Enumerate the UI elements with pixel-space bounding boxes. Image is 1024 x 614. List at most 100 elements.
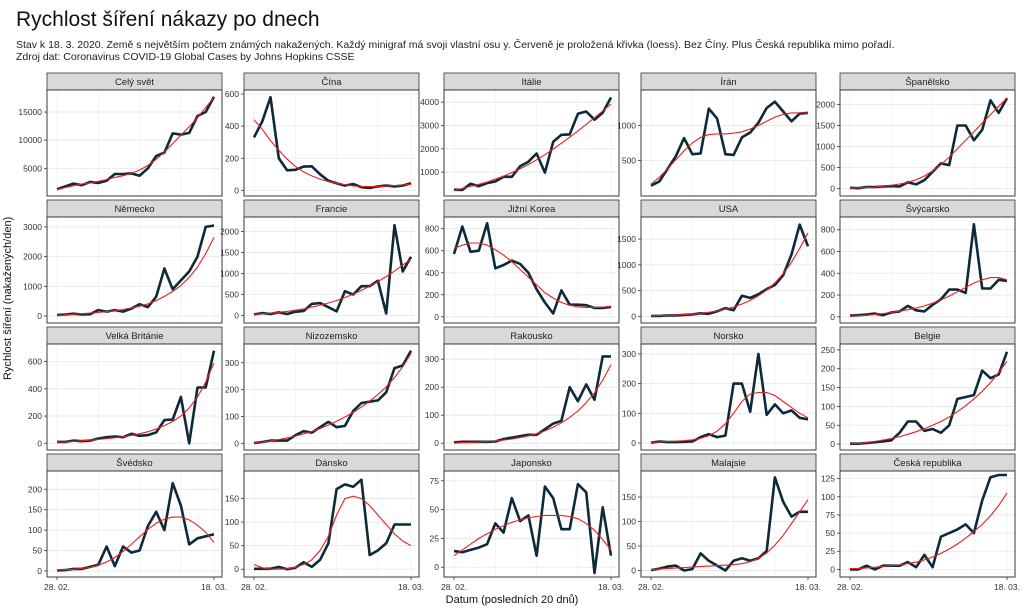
series-line [850, 351, 1009, 445]
y-tick-label: 1000 [617, 121, 636, 131]
y-tick-label: 2000 [220, 227, 239, 237]
y-tick-label: 100 [622, 517, 636, 527]
panel-border [839, 89, 1016, 197]
panel-border [46, 216, 223, 324]
panel-border [443, 89, 620, 197]
y-tick-label: 150 [821, 383, 835, 393]
y-tick-label: 0 [37, 438, 42, 448]
panel-title: Švédsko [116, 458, 152, 469]
y-tick-label: 200 [821, 290, 835, 300]
y-tick-label: 500 [225, 290, 239, 300]
panel: Česká republika 0 25 50 75 100 125 28. 02. 18. 0… [821, 453, 1020, 592]
series-line [453, 482, 613, 575]
y-tick-label: 0 [830, 564, 835, 574]
y-tick-label: 800 [821, 225, 835, 235]
y-tick-label: 600 [425, 246, 439, 256]
panel: Rakousko 0 100 200 300 [425, 326, 620, 451]
panel: USA 0 500 1000 1500 [617, 199, 817, 324]
x-tick-label: 28. 02. [241, 582, 267, 592]
panel-title: Malajsie [711, 458, 746, 469]
loess-curve [56, 362, 215, 443]
y-tick-label: 100 [821, 401, 835, 411]
loess-curve [849, 97, 1008, 189]
series-line [453, 96, 613, 192]
y-tick-label: 0 [234, 185, 239, 195]
y-tick-label: 1000 [617, 260, 636, 270]
panel-frame [443, 89, 620, 197]
x-tick-label: 28. 02. [638, 582, 664, 592]
y-tick-label: 15000 [18, 107, 42, 117]
y-tick-label: 0 [234, 438, 239, 448]
panel-title: Japonsko [511, 458, 552, 469]
panel-border [839, 470, 1016, 578]
panel: Švédsko 0 50 100 150 200 28. 02. 18. 03. [28, 453, 227, 592]
y-tick-label: 0 [434, 312, 439, 322]
chart-subtitle: Stav k 18. 3. 2020. Země s největším poč… [16, 39, 895, 51]
loess-curve [56, 237, 215, 316]
y-tick-label: 50 [826, 420, 836, 430]
y-tick-label: 1500 [617, 234, 636, 244]
y-tick-label: 125 [821, 474, 835, 484]
y-tick-label: 200 [425, 382, 439, 392]
panel-title: Dánsko [315, 458, 347, 469]
y-tick-label: 50 [33, 546, 43, 556]
y-tick-label: 100 [225, 517, 239, 527]
series-line [650, 352, 809, 444]
loess-curve [253, 258, 412, 315]
panel-frame [46, 216, 223, 324]
loess-curve [850, 492, 1008, 570]
x-tick-label: 18. 03. [795, 582, 821, 592]
panel-border [443, 216, 620, 324]
panel-border [640, 89, 817, 197]
chart-source: Zdroj dat: Coronavirus COVID-19 Global C… [16, 51, 355, 63]
panel: Itálie 1000 2000 3000 4000 [420, 72, 620, 197]
loess-curve [650, 391, 809, 443]
y-tick-label: 150 [28, 505, 42, 515]
y-tick-label: 1500 [816, 121, 835, 131]
y-tick-label: 250 [821, 345, 835, 355]
panel-title: Rakousko [510, 331, 552, 342]
panel: Dánsko 0 50 100 150 28. 02. 18. 03. [225, 453, 424, 592]
y-tick-label: 1000 [23, 281, 42, 291]
y-tick-label: 200 [821, 364, 835, 374]
panel-border [839, 216, 1016, 324]
series-line [56, 96, 216, 191]
y-tick-label: 400 [225, 121, 239, 131]
loess-curve [849, 360, 1008, 445]
panel: Belgie 0 50 100 150 200 250 [821, 326, 1016, 451]
y-tick-label: 600 [225, 89, 239, 99]
series-line [850, 473, 1007, 571]
panel-title: Německo [114, 204, 154, 215]
y-tick-label: 200 [622, 379, 636, 389]
x-axis-label: Datum (posledních 20 dnů) [445, 594, 579, 606]
y-tick-label: 1000 [816, 142, 835, 152]
y-tick-label: 1500 [220, 248, 239, 258]
panel: Švýcarsko 0 200 400 600 800 [821, 199, 1016, 324]
y-tick-label: 200 [225, 153, 239, 163]
panel-border [243, 470, 420, 578]
loess-curve [453, 514, 612, 557]
y-tick-label: 1000 [220, 269, 239, 279]
y-tick-label: 50 [230, 541, 240, 551]
y-tick-label: 0 [37, 311, 42, 321]
x-tick-label: 18. 03. [598, 582, 624, 592]
y-tick-label: 500 [622, 286, 636, 296]
panel: Celý svět 5000 10000 15000 [18, 72, 223, 197]
panel-border [46, 470, 223, 578]
y-tick-label: 100 [225, 411, 239, 421]
y-tick-label: 200 [28, 484, 42, 494]
loess-curve [453, 242, 612, 308]
panel-frame [443, 343, 620, 451]
x-tick-label: 18. 03. [398, 582, 424, 592]
y-tick-label: 0 [37, 566, 42, 576]
y-tick-label: 100 [425, 410, 439, 420]
panel-title: Itálie [521, 77, 541, 88]
panel-frame [640, 470, 817, 578]
y-tick-label: 400 [821, 268, 835, 278]
panel-title: Česká republika [893, 458, 962, 469]
panel-title: Celý svět [115, 77, 154, 88]
y-tick-label: 2000 [816, 100, 835, 110]
panel-frame [839, 216, 1016, 324]
y-tick-label: 5000 [23, 163, 42, 173]
